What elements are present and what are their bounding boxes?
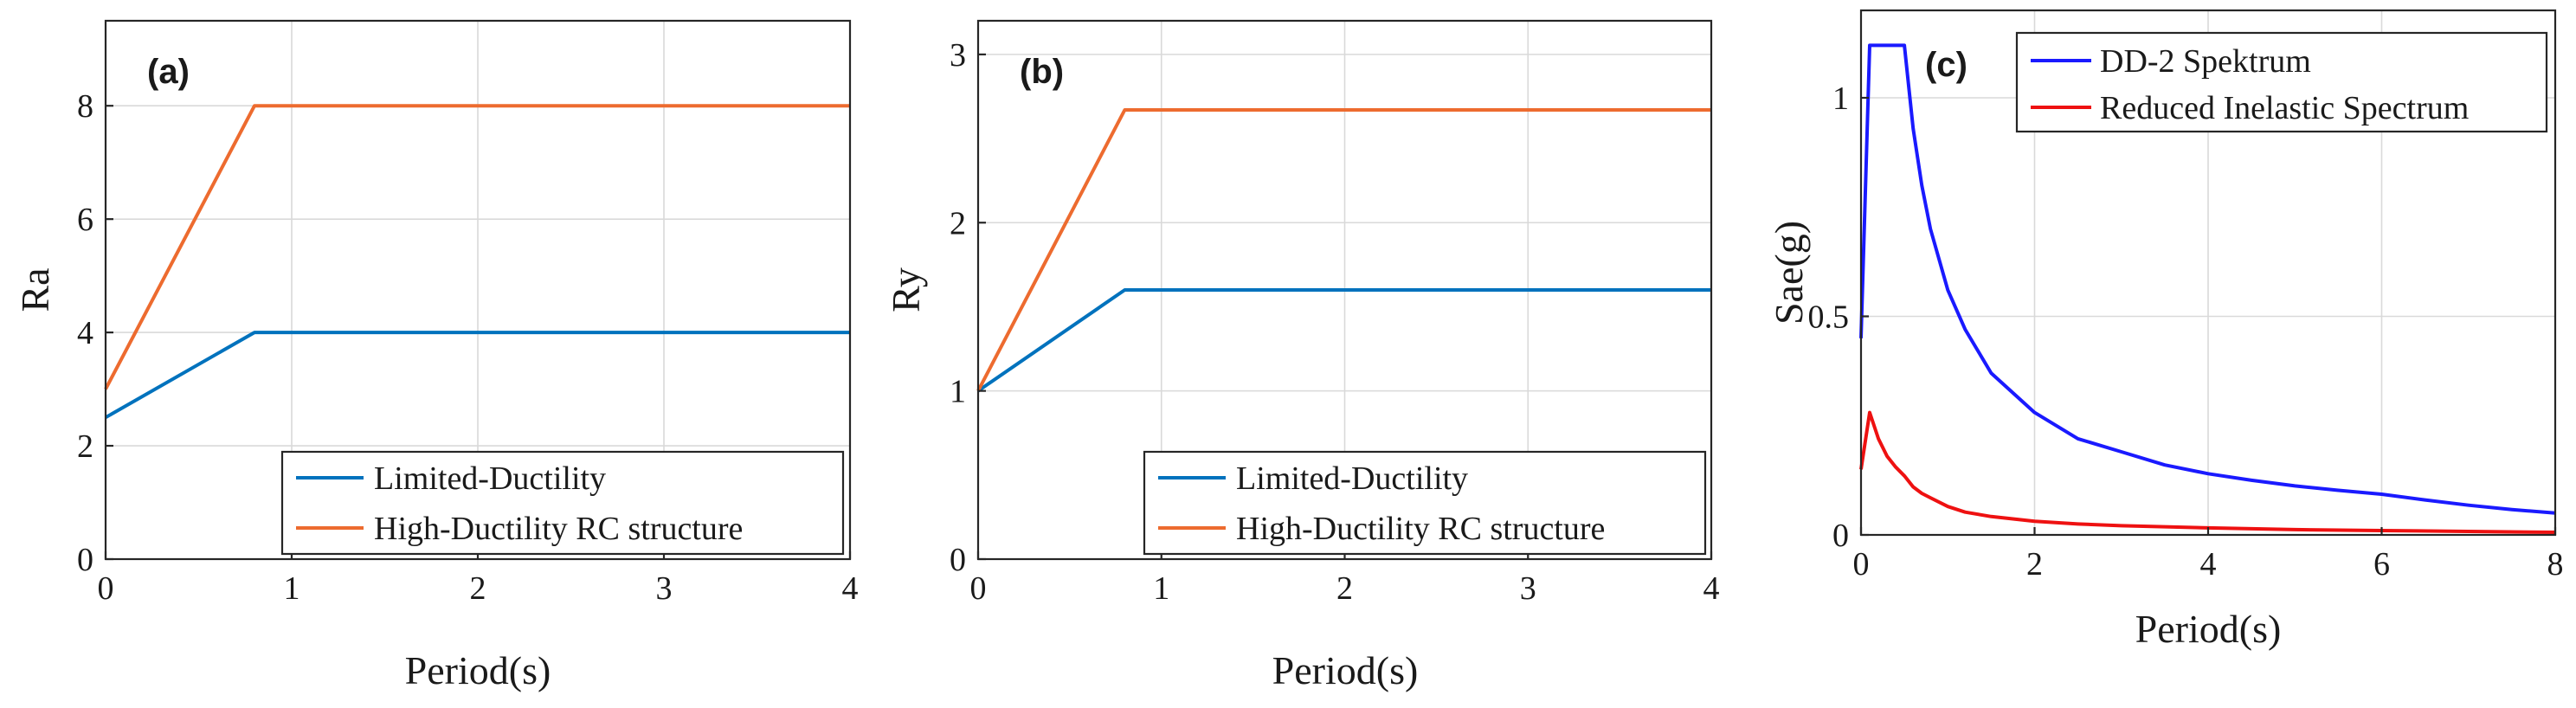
panel-b-x-tick-label-0: 0 xyxy=(970,570,987,607)
panel-a-y-axis-title: Ra xyxy=(13,267,57,312)
panel-a-plot-area xyxy=(104,104,850,420)
panel-a-y-tick-label-0: 0 xyxy=(77,542,93,578)
panel-b-x-axis-title: Period(s) xyxy=(1272,648,1419,692)
panel-a-y-tick-label-4: 8 xyxy=(77,88,93,125)
panel-a-y-tick-label-3: 6 xyxy=(77,202,93,238)
panel-b-x-tick-label-4: 4 xyxy=(1703,570,1720,607)
panel-b-legend-label-high-ductility: High-Ductility RC structure xyxy=(1236,511,1605,547)
panel-a-y-tick-label-1: 2 xyxy=(77,428,93,465)
panel-c-y-tick-label-1: 0.5 xyxy=(1808,299,1850,336)
panel-c-y-tick-label-0: 0 xyxy=(1832,518,1849,554)
panel-a-legend-box xyxy=(280,450,845,556)
panel-c-y-axis-title: Sae(g) xyxy=(1767,221,1811,325)
panel-b-y-axis-title: Ry xyxy=(884,267,928,312)
panel-c-x-tick-label-0: 0 xyxy=(1853,546,1870,582)
panel-a-x-tick-label-2: 2 xyxy=(470,570,486,607)
panel-b-y-tick-label-3: 3 xyxy=(950,37,966,74)
panel-c-x-axis-title: Period(s) xyxy=(2135,607,2282,651)
panel-c-legend-box xyxy=(2015,31,2548,133)
panel-a-y-tick-label-2: 4 xyxy=(77,315,93,351)
panel-b-ticks: 0 1 2 3 4 0 1 2 3 xyxy=(950,37,1720,607)
panel-c-series-0-line xyxy=(1859,43,2556,515)
panel-a-ticks: 0 1 2 3 4 0 2 4 6 8 xyxy=(77,88,859,607)
panel-c-x-tick-label-1: 2 xyxy=(2026,546,2043,582)
panel-a-series-1-line xyxy=(104,104,850,390)
panel-a-x-tick-label-1: 1 xyxy=(284,570,300,607)
panel-a-series-0-line xyxy=(105,331,850,420)
panel-a-x-tick-label-4: 4 xyxy=(842,570,859,607)
panel-a-legend: Limited-Ductility High-Ductility RC stru… xyxy=(280,450,845,556)
panel-c-series-1-line xyxy=(1859,410,2556,534)
panel-c-label: (c) xyxy=(1925,46,1967,84)
panel-a-label: (a) xyxy=(147,53,190,91)
panel-b-x-tick-label-3: 3 xyxy=(1520,570,1536,607)
panel-c-y-tick-label-2: 1 xyxy=(1832,80,1849,117)
panel-a: 0 1 2 3 4 0 2 4 6 8 (a) Period(s) Ra Limited-Duct… xyxy=(13,19,859,692)
panel-a-x-tick-label-0: 0 xyxy=(98,570,114,607)
panel-b-x-tick-label-1: 1 xyxy=(1153,570,1169,607)
panel-a-legend-label-limited-ductility: Limited-Ductility xyxy=(374,460,606,497)
panel-a-x-axis-title: Period(s) xyxy=(405,648,551,692)
panel-b-x-tick-label-2: 2 xyxy=(1336,570,1353,607)
panel-b-plot-area xyxy=(976,108,1711,393)
panel-b-legend: Limited-Ductility High-Ductility RC stru… xyxy=(1143,450,1707,556)
panel-c-x-tick-label-3: 6 xyxy=(2373,546,2390,582)
panel-c-legend-label-dd2: DD-2 Spektrum xyxy=(2100,43,2311,80)
panel-a-legend-label-high-ductility: High-Ductility RC structure xyxy=(374,511,743,547)
panel-b-legend-box xyxy=(1143,450,1707,556)
panel-c: 0 2 4 6 8 0 0.5 1 (c) Period(s) Sae(g) DD-2 Spe… xyxy=(1767,9,2564,651)
panel-c-plot-area xyxy=(1859,43,2556,534)
panel-c-ticks: 0 2 4 6 8 0 0.5 1 xyxy=(1808,80,2564,582)
panel-a-x-tick-label-3: 3 xyxy=(656,570,673,607)
panel-c-x-tick-label-2: 4 xyxy=(2200,546,2217,582)
panel-b-y-tick-label-0: 0 xyxy=(950,542,966,578)
panel-b: 0 1 2 3 4 0 1 2 3 (b) Period(s) Ry Limited-Ducti… xyxy=(884,19,1720,692)
panel-b-series-1-line xyxy=(976,108,1711,392)
panel-b-label: (b) xyxy=(1020,53,1064,91)
panel-c-x-tick-label-4: 8 xyxy=(2547,546,2564,582)
panel-b-y-tick-label-2: 2 xyxy=(950,205,966,241)
panel-b-series-0-line xyxy=(976,288,1711,393)
panel-b-y-tick-label-1: 1 xyxy=(950,374,966,410)
panel-c-legend-label-reduced: Reduced Inelastic Spectrum xyxy=(2100,90,2469,126)
panel-b-legend-label-limited-ductility: Limited-Ductility xyxy=(1236,460,1468,497)
panel-c-legend: DD-2 Spektrum Reduced Inelastic Spectrum xyxy=(2015,31,2548,133)
